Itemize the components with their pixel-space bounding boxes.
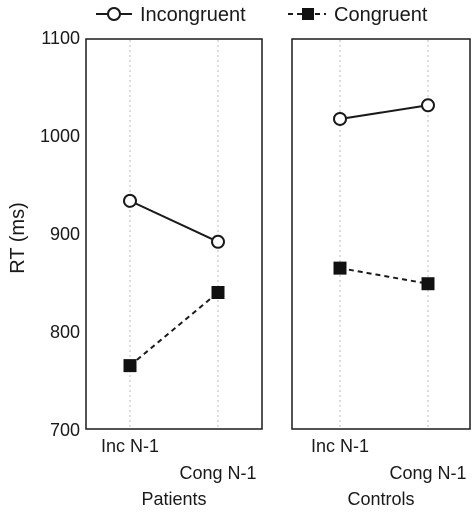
data-point-congruent-controls-0: [333, 261, 347, 275]
series-line-congruent-controls: [339, 267, 429, 285]
data-point-incongruent-patients-1: [211, 234, 225, 249]
y-tick-label: 700: [50, 420, 80, 440]
legend-marker-congruent: [302, 8, 314, 20]
x-tick-labels: Inc N-1 Cong N-1 Inc N-1 Cong N-1: [101, 436, 467, 483]
grid-lines: [129, 40, 429, 428]
series-line-congruent-patients: [129, 291, 219, 367]
y-tick-label: 1000: [40, 126, 80, 146]
x-tick-label-controls-cong: Cong N-1: [389, 463, 466, 483]
y-tick-label: 800: [50, 322, 80, 342]
legend-label-congruent: Congruent: [334, 4, 428, 26]
data-point-congruent-patients-0: [123, 359, 137, 373]
series-line-incongruent-controls: [339, 104, 429, 120]
data-layer: [123, 98, 435, 373]
x-tick-label-patients-inc: Inc N-1: [101, 436, 159, 456]
legend-entry-incongruent: Incongruent: [96, 4, 246, 26]
x-tick-label-controls-inc: Inc N-1: [311, 436, 369, 456]
legend: Incongruent Congruent: [96, 4, 428, 26]
data-point-incongruent-controls-0: [333, 111, 347, 126]
legend-label-incongruent: Incongruent: [140, 4, 246, 26]
panel-frame-controls: [291, 38, 471, 430]
y-tick-label: 1100: [41, 28, 80, 48]
data-point-incongruent-patients-0: [123, 193, 137, 208]
x-tick-label-patients-cong: Cong N-1: [179, 463, 256, 483]
legend-entry-congruent: Congruent: [288, 4, 428, 26]
data-point-congruent-patients-1: [211, 286, 225, 299]
data-point-incongruent-controls-1: [421, 98, 435, 113]
data-point-congruent-controls-1: [421, 277, 435, 291]
y-axis-label: RT (ms): [7, 202, 29, 273]
series-line-incongruent-patients: [129, 199, 219, 243]
y-tick-labels: 700 800 900 1000 1100: [40, 28, 80, 440]
panel-title-controls: Controls: [347, 489, 414, 509]
legend-marker-incongruent: [107, 7, 121, 21]
y-tick-label: 900: [50, 224, 80, 244]
panel-title-patients: Patients: [141, 489, 206, 509]
panel-frame-patients: [85, 38, 263, 430]
